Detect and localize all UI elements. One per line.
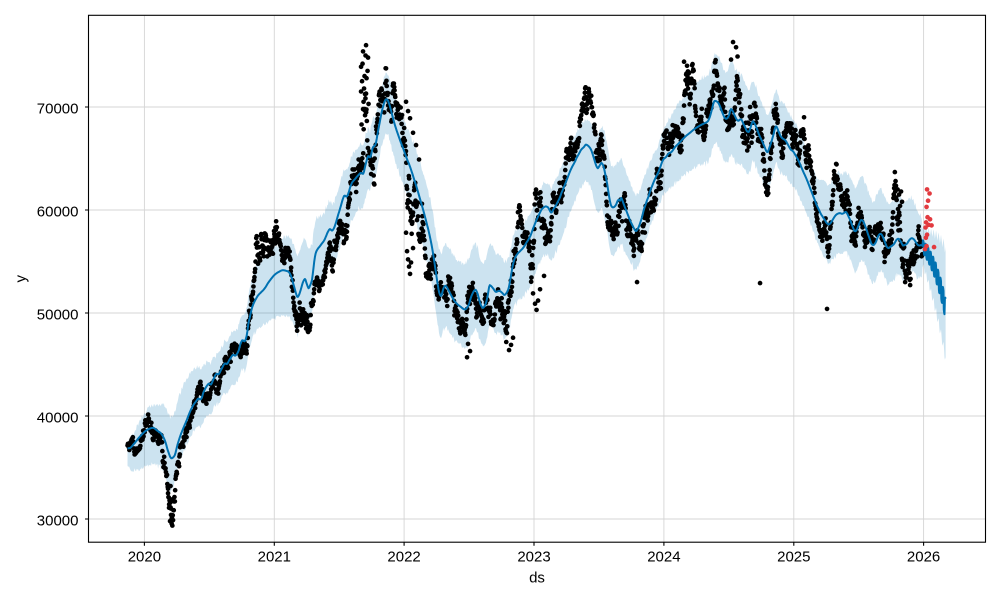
svg-text:2022: 2022	[387, 549, 420, 566]
svg-text:2026: 2026	[907, 549, 940, 566]
svg-text:y: y	[13, 274, 30, 282]
svg-text:2025: 2025	[777, 549, 810, 566]
svg-text:ds: ds	[529, 569, 545, 586]
svg-text:2020: 2020	[128, 549, 161, 566]
svg-text:40000: 40000	[37, 409, 79, 426]
svg-text:2023: 2023	[517, 549, 550, 566]
svg-text:60000: 60000	[37, 203, 79, 220]
svg-text:30000: 30000	[37, 512, 79, 529]
svg-text:70000: 70000	[37, 100, 79, 117]
svg-text:2024: 2024	[647, 549, 680, 566]
svg-text:50000: 50000	[37, 306, 79, 323]
svg-text:2021: 2021	[258, 549, 291, 566]
